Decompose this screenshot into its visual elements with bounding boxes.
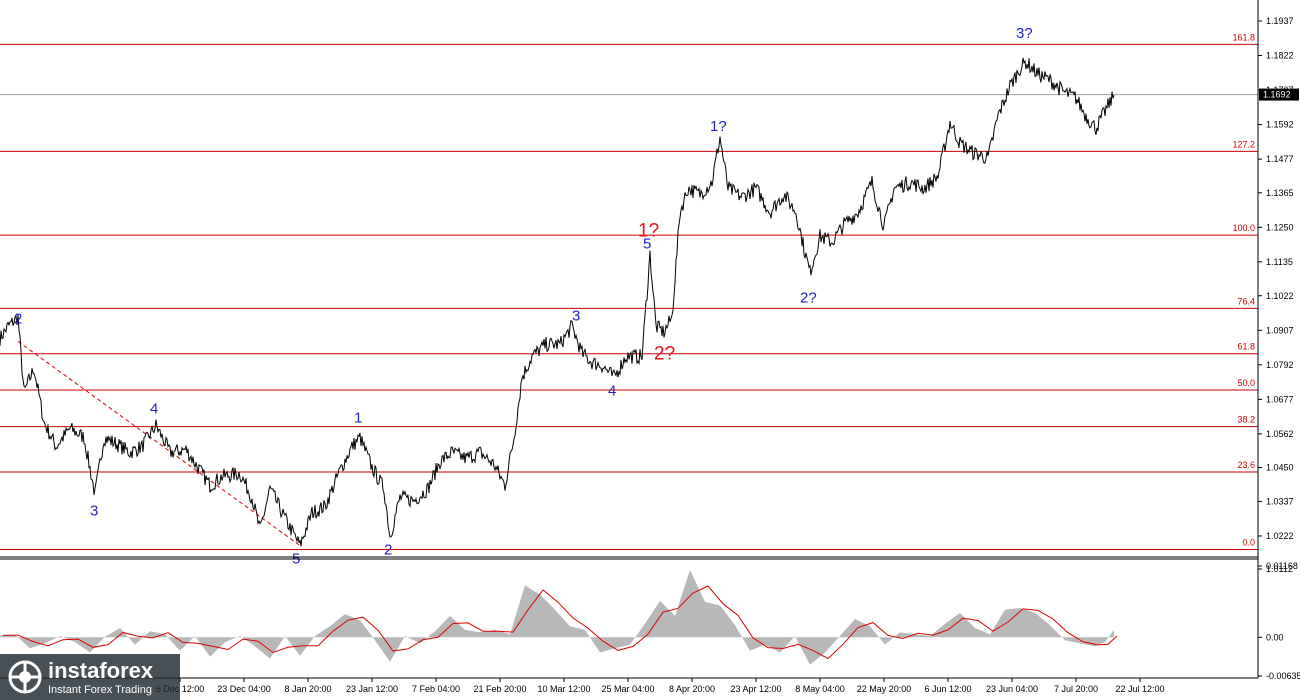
y-tick-label: 1.1592 — [1266, 120, 1294, 130]
wave-label: 1? — [638, 220, 659, 241]
wave-label: 4 — [608, 382, 616, 399]
y-tick-label: 1.0792 — [1266, 360, 1294, 370]
y-tick-label: 1.1250 — [1266, 222, 1294, 232]
price-line — [0, 57, 1115, 547]
indicator-y-tick-label: -0.00635 — [1266, 671, 1300, 681]
x-tick-label: 7 Feb 04:00 — [412, 684, 460, 694]
instaforex-logo: instaforex Instant Forex Trading — [0, 654, 180, 700]
x-tick-label: 6 Dec 12:00 — [156, 684, 205, 694]
x-tick-label: 6 Jun 12:00 — [924, 684, 971, 694]
fib-label: 76.4 — [1237, 296, 1255, 306]
fib-label: 23.6 — [1237, 460, 1255, 470]
x-tick-label: 25 Mar 04:00 — [601, 684, 654, 694]
trend-line — [17, 340, 301, 546]
fib-label: 50.0 — [1237, 378, 1255, 388]
wave-label: 2? — [800, 289, 817, 306]
wave-label: 3 — [90, 503, 98, 520]
wave-label: 1? — [710, 118, 727, 135]
y-tick-label: 1.1822 — [1266, 51, 1294, 61]
fib-label: 100.0 — [1232, 223, 1255, 233]
logo-name: instaforex — [48, 658, 154, 683]
current-price-box — [1259, 88, 1299, 101]
x-tick-label: 23 Dec 04:00 — [217, 684, 271, 694]
x-tick-label: 23 Apr 12:00 — [730, 684, 781, 694]
wave-label: 5 — [643, 235, 651, 252]
current-price-label: 1.1692 — [1263, 90, 1291, 100]
fib-label: 161.8 — [1232, 32, 1255, 42]
x-tick-label: 8 Jan 20:00 — [284, 684, 331, 694]
x-tick-label: 22 Jul 12:00 — [1115, 684, 1164, 694]
y-tick-label: 1.0562 — [1266, 429, 1294, 439]
x-tick-label: 10 Mar 12:00 — [537, 684, 590, 694]
x-tick-label: 7 Jul 20:00 — [1054, 684, 1098, 694]
y-tick-label: 1.0450 — [1266, 463, 1294, 473]
indicator-y-tick-label: 0.00 — [1266, 632, 1284, 642]
fib-label: 61.8 — [1237, 342, 1255, 352]
x-tick-label: 21 Feb 20:00 — [473, 684, 526, 694]
y-tick-label: 1.0112 — [1266, 564, 1293, 574]
y-tick-label: 1.1135 — [1266, 257, 1293, 267]
indicator-signal-line — [2, 585, 1118, 660]
x-tick-label: 22 May 20:00 — [857, 684, 912, 694]
y-tick-label: 1.1365 — [1266, 188, 1294, 198]
price-series — [0, 57, 1115, 547]
y-tick-label: 1.0907 — [1266, 325, 1294, 335]
fibonacci-levels: 161.8 127.2 100.0 76.4 61.8 50.0 38.2 23.6 0.0 — [0, 32, 1258, 550]
logo-icon — [8, 660, 42, 694]
x-tick-label: 8 May 04:00 — [795, 684, 845, 694]
y-tick-label: 1.0677 — [1266, 394, 1294, 404]
y-tick-label: 1.0337 — [1266, 496, 1294, 506]
indicator-y-tick-label: 0.01168 — [1266, 561, 1298, 571]
wave-label: 3? — [1016, 25, 1033, 42]
fib-label: 38.2 — [1237, 415, 1255, 425]
y-tick-label: 1.1022 — [1266, 291, 1294, 301]
y-tick-label: 1.0222 — [1266, 531, 1294, 541]
logo-tagline: Instant Forex Trading — [48, 684, 152, 696]
wave-label: 2 — [14, 310, 22, 327]
wave-label: 3 — [572, 307, 580, 324]
indicator-histogram — [0, 570, 1114, 665]
fib-label: 0.0 — [1242, 537, 1255, 547]
fib-label: 127.2 — [1232, 139, 1255, 149]
y-tick-label: 1.1937 — [1266, 16, 1294, 26]
wave-label: 1 — [354, 409, 362, 426]
wave-label: 2 — [384, 542, 392, 559]
x-tick-label: 8 Apr 20:00 — [669, 684, 715, 694]
wave-label: 4 — [150, 400, 158, 417]
x-tick-label: 23 Jan 12:00 — [346, 684, 398, 694]
y-tick-label: 1.1477 — [1266, 154, 1294, 164]
indicator-panel — [0, 570, 1118, 665]
x-tick-label: 23 Jun 04:00 — [986, 684, 1038, 694]
wave-label: 2? — [654, 343, 675, 364]
